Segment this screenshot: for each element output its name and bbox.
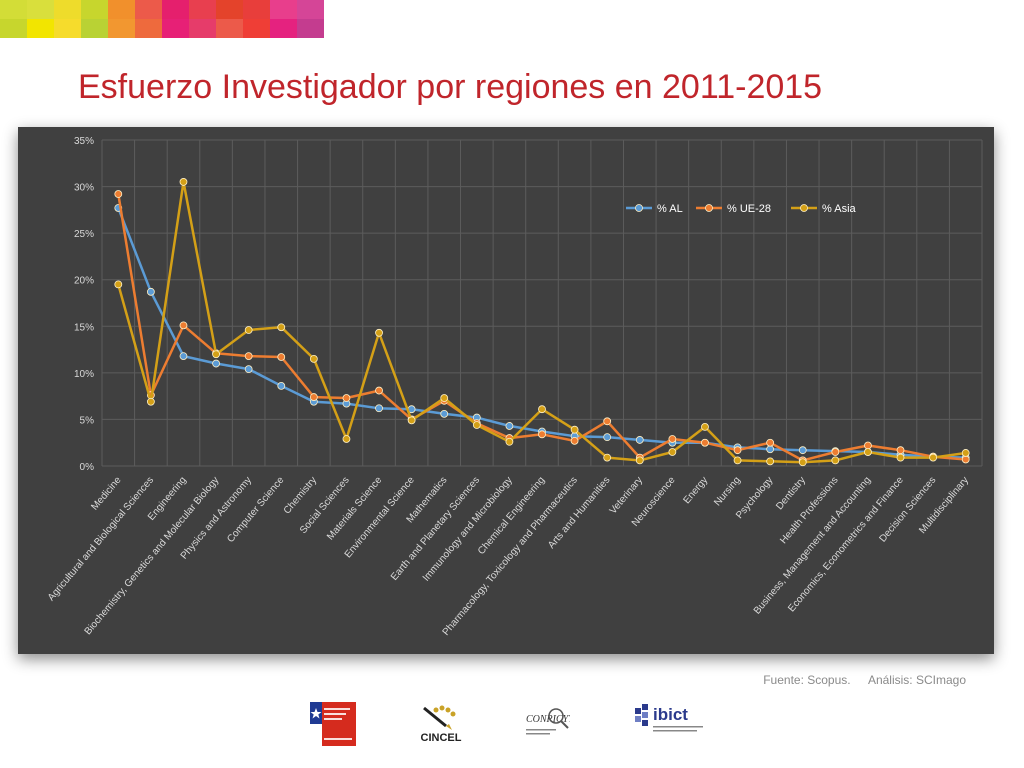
legend-label: % AL bbox=[657, 203, 683, 215]
data-point bbox=[146, 397, 155, 406]
line-chart: 0%5%10%15%20%25%30%35%MedicineAgricultur… bbox=[46, 136, 983, 638]
data-point bbox=[244, 352, 253, 360]
data-point bbox=[472, 421, 481, 429]
x-tick-label: Economics, Econometrics and Finance bbox=[786, 475, 906, 615]
y-tick-label: 0% bbox=[80, 462, 95, 473]
data-point bbox=[212, 359, 220, 368]
data-point bbox=[961, 455, 970, 464]
x-tick-label: Nursing bbox=[712, 475, 743, 508]
x-tick-label: Arts and Humanities bbox=[546, 475, 612, 551]
data-point bbox=[440, 409, 449, 418]
legend-marker bbox=[800, 204, 808, 212]
data-point bbox=[635, 436, 644, 444]
data-point bbox=[114, 280, 123, 289]
data-point bbox=[505, 437, 514, 446]
analysis-label: Análisis: SCImago bbox=[867, 673, 966, 687]
y-tick-label: 35% bbox=[74, 136, 94, 147]
data-point bbox=[831, 456, 840, 465]
x-tick-label: Decision Sciences bbox=[877, 475, 938, 545]
data-point bbox=[179, 321, 188, 330]
legend-label: % Asia bbox=[822, 203, 857, 215]
data-point bbox=[114, 190, 123, 198]
source-label: Fuente: Scopus. bbox=[763, 673, 851, 687]
data-point bbox=[244, 326, 253, 334]
data-point bbox=[701, 422, 709, 431]
conricyt-logo: CONRICYT bbox=[524, 702, 575, 742]
data-point bbox=[309, 354, 318, 363]
data-point bbox=[179, 178, 188, 186]
data-point bbox=[766, 445, 775, 454]
data-point bbox=[277, 353, 286, 361]
data-point bbox=[342, 435, 351, 443]
x-tick-label: Computer Science bbox=[225, 475, 287, 545]
x-tick-label: Medicine bbox=[89, 475, 123, 513]
y-tick-label: 15% bbox=[74, 322, 94, 333]
y-tick-label: 30% bbox=[74, 183, 94, 194]
data-point bbox=[244, 365, 253, 374]
cincel-logo: CINCEL bbox=[416, 702, 466, 744]
x-tick-label: Health Professions bbox=[778, 475, 840, 546]
data-point bbox=[603, 453, 612, 462]
data-point bbox=[440, 394, 449, 402]
x-tick-label: Dentistry bbox=[774, 475, 808, 512]
data-point bbox=[277, 381, 286, 390]
x-tick-label: Energy bbox=[681, 475, 710, 506]
data-point bbox=[505, 422, 514, 430]
data-point bbox=[309, 393, 318, 401]
legend-marker bbox=[635, 204, 643, 212]
ibict-logo: ibict bbox=[633, 702, 713, 738]
data-point bbox=[733, 446, 742, 455]
data-point bbox=[635, 456, 644, 465]
data-point bbox=[798, 458, 807, 467]
data-point bbox=[701, 438, 709, 447]
data-point bbox=[603, 417, 612, 426]
data-point bbox=[375, 386, 383, 395]
chart-panel: 0% 5% 10% 15% 20% 25% 30% 35% Medicine Agricultur… bbox=[18, 127, 994, 654]
data-point bbox=[766, 438, 775, 447]
data-point bbox=[668, 435, 677, 443]
data-point bbox=[179, 352, 188, 360]
data-point bbox=[212, 350, 220, 359]
data-point bbox=[798, 446, 807, 455]
y-tick-label: 25% bbox=[74, 229, 94, 240]
data-point bbox=[146, 287, 155, 296]
legend-marker bbox=[705, 204, 713, 212]
data-point bbox=[538, 405, 546, 414]
data-point bbox=[407, 416, 416, 425]
data-point bbox=[864, 441, 872, 450]
data-point bbox=[831, 448, 840, 456]
gobierno-de-chile-logo bbox=[310, 702, 356, 746]
slide-title: Esfuerzo Investigador por regiones en 20… bbox=[78, 68, 823, 106]
decorative-color-stripes bbox=[0, 0, 324, 38]
data-point bbox=[570, 425, 579, 434]
data-point bbox=[766, 457, 775, 466]
data-point bbox=[733, 456, 742, 465]
data-point bbox=[929, 453, 938, 462]
y-tick-label: 20% bbox=[74, 276, 94, 287]
ibict-logo-text: ibict bbox=[653, 705, 688, 724]
data-point bbox=[961, 449, 970, 457]
data-point bbox=[277, 323, 286, 332]
series-line bbox=[117, 180, 966, 464]
data-point bbox=[342, 394, 351, 402]
data-point bbox=[896, 446, 905, 455]
data-point bbox=[375, 328, 383, 337]
legend-label: % UE-28 bbox=[727, 203, 771, 215]
y-tick-label: 10% bbox=[74, 369, 94, 380]
source-note: Fuente: Scopus. Análisis: SCImago bbox=[763, 673, 966, 687]
x-tick-label: Business, Management and Accounting bbox=[752, 475, 873, 617]
data-point bbox=[603, 433, 612, 442]
series-line bbox=[117, 193, 966, 462]
data-point bbox=[668, 448, 677, 456]
y-tick-label: 5% bbox=[80, 415, 95, 426]
data-point bbox=[896, 453, 905, 462]
data-point bbox=[570, 436, 579, 445]
data-point bbox=[375, 404, 383, 413]
data-point bbox=[538, 430, 546, 439]
data-point bbox=[864, 448, 872, 456]
cincel-logo-text: CINCEL bbox=[421, 732, 462, 744]
